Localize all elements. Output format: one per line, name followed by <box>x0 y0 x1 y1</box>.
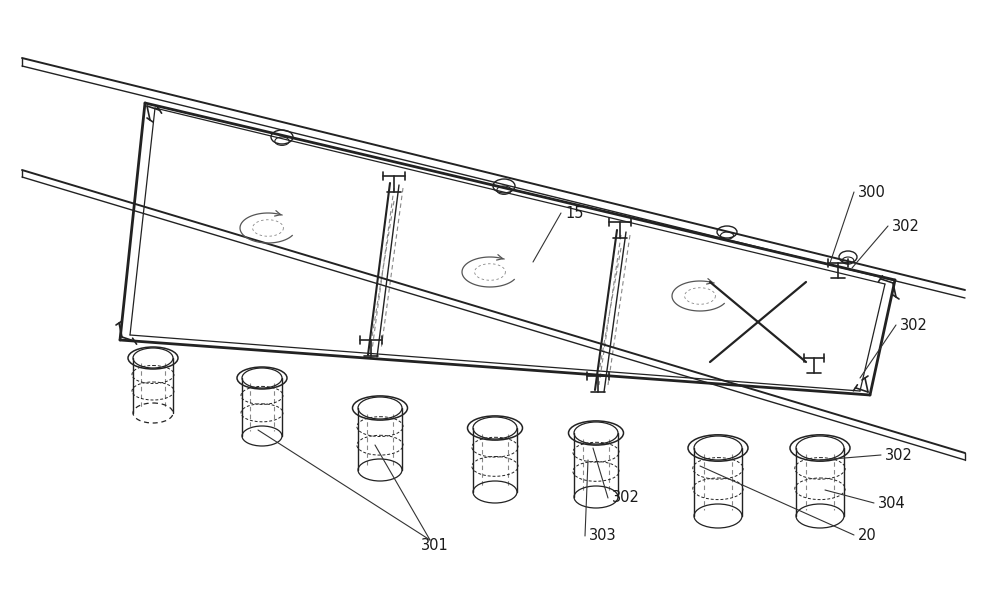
Text: 15: 15 <box>565 206 584 220</box>
Text: 20: 20 <box>858 528 877 542</box>
Text: 302: 302 <box>892 219 920 233</box>
Text: 303: 303 <box>589 528 617 544</box>
Text: 302: 302 <box>612 491 640 505</box>
Text: 301: 301 <box>421 538 449 554</box>
Text: 302: 302 <box>900 317 928 333</box>
Text: 300: 300 <box>858 184 886 200</box>
Text: 302: 302 <box>885 448 913 462</box>
Text: 304: 304 <box>878 495 906 511</box>
